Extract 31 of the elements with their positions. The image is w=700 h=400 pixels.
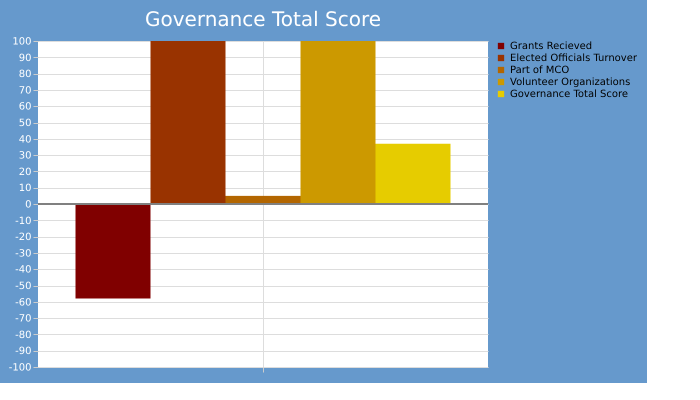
legend-label: Elected Officials Turnover <box>510 53 638 64</box>
y-tick-label: -50 <box>15 281 32 292</box>
y-tick-label: -80 <box>15 330 32 341</box>
y-tick-label: -20 <box>15 232 32 244</box>
y-tick-label: 0 <box>25 200 32 210</box>
y-tick-label: 20 <box>18 166 32 178</box>
y-tick-label: 30 <box>18 150 32 162</box>
y-tick-label: -70 <box>15 314 32 325</box>
bar <box>76 204 150 299</box>
y-tick-label: 60 <box>18 102 32 113</box>
y-tick-label: -90 <box>15 346 32 358</box>
y-tick-label: -30 <box>15 248 32 260</box>
y-tick-label: -100 <box>8 362 32 374</box>
y-tick-label: 50 <box>18 118 32 129</box>
y-tick-label: 10 <box>18 183 32 194</box>
bar <box>376 144 450 204</box>
y-tick-label: 90 <box>18 52 32 64</box>
legend-label: Volunteer Organizations <box>510 77 630 88</box>
chart-title: Governance Total Score <box>144 7 382 31</box>
y-tick-label: 40 <box>18 134 32 146</box>
y-tick-label: 100 <box>12 36 32 48</box>
legend-label: Grants Recieved <box>510 41 592 52</box>
y-tick-label: -60 <box>15 297 32 308</box>
y-tick-label: -40 <box>15 264 32 276</box>
legend-label: Part of MCO <box>510 65 570 76</box>
y-tick-label: 80 <box>18 69 32 80</box>
y-tick-label: -10 <box>15 216 32 227</box>
legend-label: Governance Total Score <box>510 89 628 100</box>
bar <box>300 41 376 204</box>
y-tick-label: 70 <box>18 85 32 96</box>
bar <box>150 41 226 204</box>
